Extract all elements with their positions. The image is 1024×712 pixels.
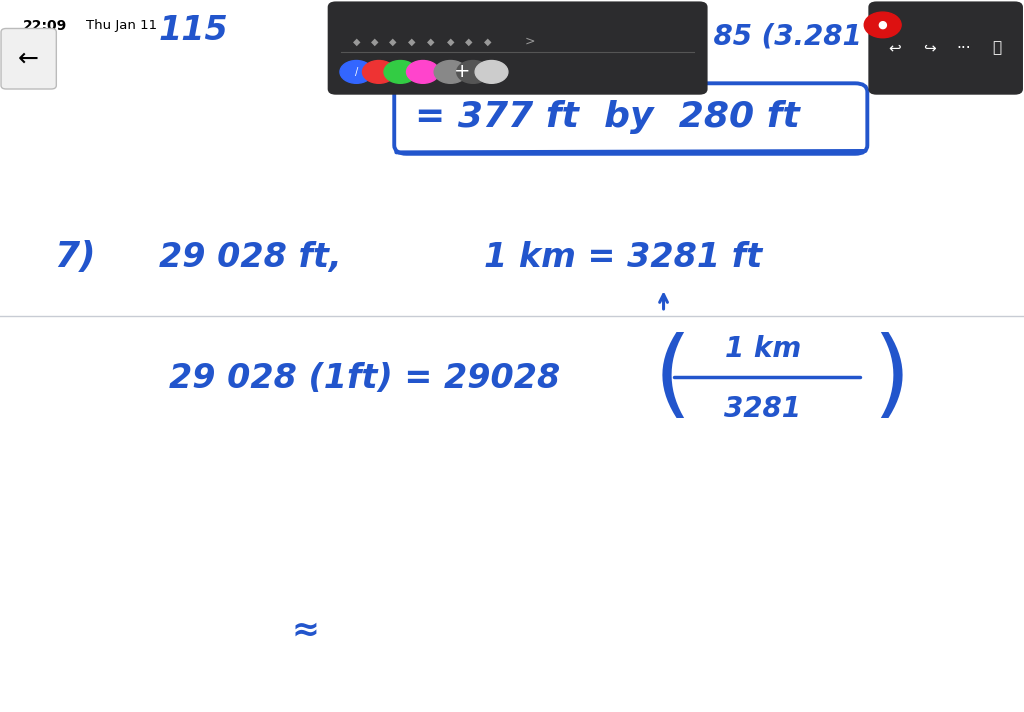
Text: ···: ··· — [956, 41, 971, 56]
Text: 7): 7) — [54, 240, 96, 274]
Text: = 115 (3.281...): = 115 (3.281...) — [379, 69, 575, 89]
Circle shape — [362, 61, 395, 83]
Text: ◆: ◆ — [483, 36, 492, 46]
Text: +: + — [454, 63, 470, 81]
Text: ◆: ◆ — [371, 36, 379, 46]
Text: 1 km = 3281 ft: 1 km = 3281 ft — [484, 241, 763, 273]
Text: ⧉: ⧉ — [992, 41, 1001, 56]
Text: ←: ← — [18, 46, 39, 70]
Text: ◆: ◆ — [408, 36, 416, 46]
Text: ↩: ↩ — [888, 41, 901, 56]
Text: ◆: ◆ — [352, 36, 360, 46]
Text: ⚬ 67%: ⚬ 67% — [919, 19, 958, 31]
Text: ◆: ◆ — [446, 36, 455, 46]
Text: ●: ● — [878, 20, 888, 30]
Text: = 377 ft  by  280 ft: = 377 ft by 280 ft — [415, 100, 800, 134]
Text: Thu Jan 11: Thu Jan 11 — [86, 19, 157, 31]
Circle shape — [340, 61, 373, 83]
Circle shape — [407, 61, 439, 83]
Text: 29 028 ft,: 29 028 ft, — [159, 241, 341, 273]
Text: (: ( — [653, 333, 691, 425]
Circle shape — [475, 61, 508, 83]
Text: /: / — [354, 67, 358, 77]
FancyBboxPatch shape — [1, 28, 56, 89]
Circle shape — [457, 61, 489, 83]
Text: ↪: ↪ — [923, 41, 936, 56]
Text: ◆: ◆ — [465, 36, 473, 46]
Text: 22:09: 22:09 — [23, 19, 67, 33]
Circle shape — [434, 61, 467, 83]
Text: ): ) — [872, 333, 910, 425]
Text: x 85 (3.281 ft): x 85 (3.281 ft) — [686, 23, 909, 51]
Circle shape — [864, 12, 901, 38]
FancyBboxPatch shape — [868, 1, 1023, 95]
Text: ▮: ▮ — [987, 20, 993, 30]
FancyBboxPatch shape — [328, 1, 708, 95]
Text: ≈: ≈ — [292, 614, 319, 646]
Text: ◆: ◆ — [427, 36, 435, 46]
Text: ◆: ◆ — [389, 36, 397, 46]
Text: 115: 115 — [159, 14, 228, 47]
Circle shape — [384, 61, 417, 83]
Text: 1 km: 1 km — [725, 335, 801, 363]
Text: 3281: 3281 — [724, 395, 802, 424]
Text: 29 028 (1ft) = 29028: 29 028 (1ft) = 29028 — [169, 362, 560, 395]
Text: 2: 2 — [336, 7, 365, 49]
Text: >: > — [524, 35, 535, 48]
